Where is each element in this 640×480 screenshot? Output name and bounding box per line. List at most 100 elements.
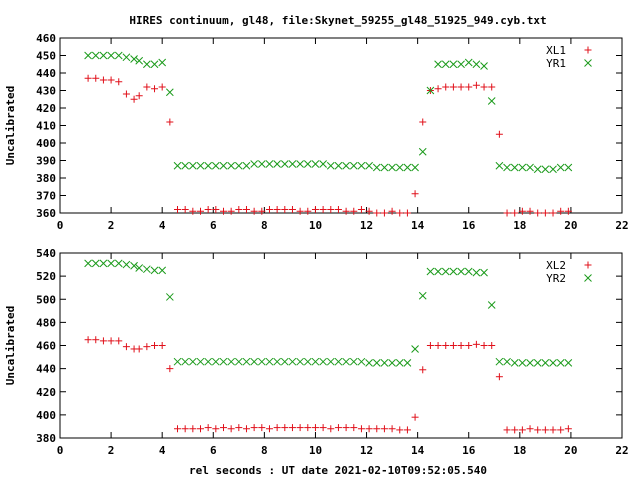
y-tick-label: 540 <box>36 247 56 260</box>
series-XL2 <box>84 336 572 434</box>
data-point <box>449 83 457 91</box>
data-point <box>257 160 266 168</box>
data-point <box>258 424 266 432</box>
data-point <box>449 267 458 276</box>
y-tick-label: 500 <box>36 293 56 306</box>
y-tick-label: 440 <box>36 67 56 80</box>
legend-marker <box>584 274 592 282</box>
data-point <box>288 206 296 213</box>
data-point <box>319 160 327 168</box>
data-point <box>227 207 235 215</box>
data-point <box>472 81 480 89</box>
data-point <box>426 342 434 349</box>
panel-1: 360 370 380 390 400 410 420 430 440 450 460 0 2 4 6 8 10… <box>4 32 629 232</box>
data-point <box>265 425 273 433</box>
data-point <box>434 342 442 349</box>
data-point <box>533 358 542 367</box>
data-point <box>250 357 258 366</box>
data-point <box>319 424 327 432</box>
data-point <box>150 266 159 275</box>
data-point <box>488 342 496 349</box>
data-point <box>403 209 411 217</box>
y-tick-label: 420 <box>36 386 56 399</box>
data-point <box>357 206 365 213</box>
data-point <box>380 425 388 433</box>
data-point <box>372 163 381 172</box>
data-point <box>122 343 130 351</box>
data-point <box>288 357 297 366</box>
data-point <box>380 358 389 367</box>
data-point <box>212 206 220 213</box>
data-point <box>188 161 197 170</box>
data-point <box>143 60 151 69</box>
data-point <box>91 259 100 268</box>
data-point <box>465 342 473 349</box>
y-tick-label: 460 <box>36 32 56 45</box>
data-point <box>395 358 404 367</box>
data-point <box>541 209 549 217</box>
data-point <box>380 209 388 217</box>
data-point <box>158 58 167 67</box>
data-point <box>327 425 335 433</box>
data-point <box>442 342 450 349</box>
data-point <box>143 343 151 351</box>
x-tick-label: 0 <box>57 219 64 232</box>
data-point <box>242 161 251 170</box>
data-point <box>342 357 350 366</box>
panel-2: 380 400 420 440 460 480 500 520 540 0 2 4 6 8 10 12 14 16… <box>4 247 629 457</box>
x-tick-label: 4 <box>159 219 166 232</box>
data-point <box>518 207 526 215</box>
series-YR2 <box>84 259 573 367</box>
data-point <box>115 78 123 86</box>
data-point <box>250 207 258 215</box>
data-point <box>281 206 289 213</box>
data-point <box>197 207 204 215</box>
data-point <box>130 55 138 63</box>
data-point <box>288 424 296 432</box>
data-point <box>122 53 131 62</box>
data-point <box>388 163 396 172</box>
data-point <box>196 161 205 170</box>
data-point <box>541 358 550 367</box>
data-point <box>158 83 166 91</box>
data-point <box>541 426 549 434</box>
data-point <box>311 357 320 366</box>
data-point <box>373 209 381 217</box>
x-tick-label: 0 <box>57 444 64 457</box>
data-point <box>151 342 159 349</box>
data-point <box>84 74 92 82</box>
data-point <box>257 357 266 366</box>
x-tick-label: 18 <box>513 219 526 232</box>
x-tick-label: 16 <box>462 444 476 457</box>
data-point <box>242 206 250 213</box>
data-point <box>135 56 144 65</box>
data-point <box>495 161 504 170</box>
legend-label: XL2 <box>546 259 566 272</box>
x-tick-label: 10 <box>309 219 322 232</box>
data-point <box>426 86 435 95</box>
data-point <box>503 426 511 434</box>
data-point <box>91 51 100 60</box>
data-point <box>135 345 143 353</box>
y-tick-label: 400 <box>36 409 56 422</box>
data-point <box>212 425 220 433</box>
data-point <box>434 267 442 276</box>
data-point <box>99 76 107 84</box>
series-YR1 <box>84 51 573 174</box>
data-point <box>280 160 289 168</box>
data-point <box>442 83 450 91</box>
data-point <box>235 206 243 213</box>
data-point <box>396 426 404 434</box>
x-tick-label: 14 <box>411 444 425 457</box>
data-point <box>403 426 411 434</box>
legend-label: YR2 <box>546 272 566 285</box>
data-point <box>265 206 273 213</box>
data-point <box>426 267 435 276</box>
data-point <box>495 373 503 381</box>
data-point <box>204 424 212 432</box>
y-tick-label: 450 <box>36 50 56 63</box>
data-point <box>480 83 488 91</box>
y-tick-label: 370 <box>36 190 56 203</box>
data-point <box>449 60 458 69</box>
